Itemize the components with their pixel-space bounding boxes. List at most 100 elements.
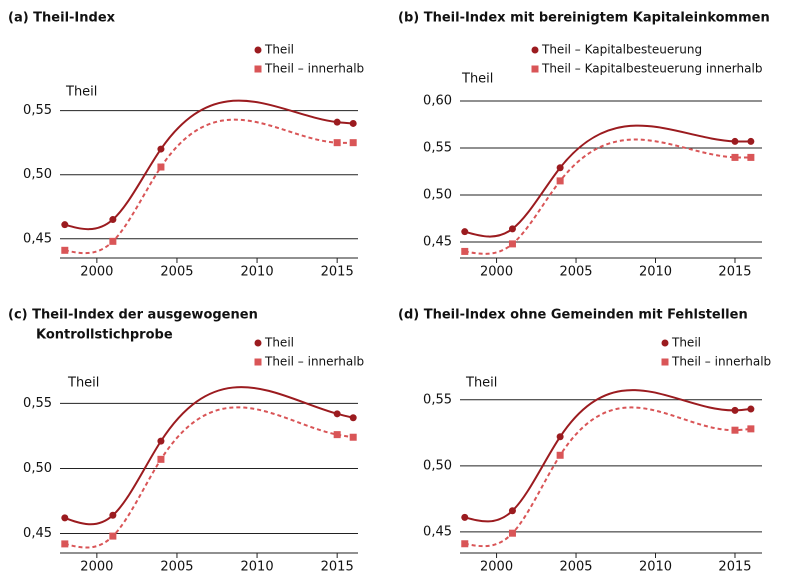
- x-tick-label: 2005: [559, 560, 592, 575]
- legend-label: Theil – innerhalb: [671, 355, 771, 369]
- chart-title: (c) Theil-Index der ausgewogenen: [8, 308, 258, 323]
- x-tick-label: 2000: [480, 560, 513, 575]
- point-marker: [461, 228, 469, 236]
- legend-marker: [254, 358, 262, 366]
- chart-title: (a) Theil-Index: [8, 11, 116, 26]
- point-marker: [333, 431, 341, 439]
- point-marker: [61, 246, 69, 254]
- y-tick-label: 0,55: [23, 103, 52, 118]
- y-axis-label: Theil: [465, 376, 497, 391]
- line-series: [464, 389, 751, 523]
- legend-marker: [254, 339, 262, 347]
- line-series: [464, 124, 751, 238]
- point-marker: [157, 145, 165, 153]
- line-series: [464, 138, 751, 255]
- point-marker: [109, 237, 117, 245]
- line-series: [64, 406, 354, 549]
- point-marker: [508, 225, 516, 233]
- point-marker: [747, 425, 755, 433]
- legend-marker: [254, 46, 262, 54]
- x-tick-label: 2010: [241, 265, 274, 280]
- legend-marker: [254, 65, 262, 73]
- y-tick-label: 0,45: [423, 524, 452, 539]
- x-tick-label: 2000: [80, 560, 113, 575]
- point-marker: [349, 139, 357, 147]
- line-series: [64, 386, 354, 526]
- point-marker: [747, 153, 755, 161]
- y-tick-label: 0,45: [23, 526, 52, 541]
- legend-marker: [531, 65, 539, 73]
- y-tick-label: 0,45: [423, 235, 452, 250]
- legend-label: Theil – innerhalb: [264, 62, 364, 76]
- x-tick-label: 2005: [160, 265, 193, 280]
- legend-label: Theil: [264, 336, 294, 350]
- point-marker: [349, 433, 357, 441]
- point-marker: [731, 137, 739, 145]
- legend-label: Theil – innerhalb: [264, 355, 364, 369]
- point-marker: [109, 532, 117, 540]
- point-marker: [556, 177, 564, 185]
- point-marker: [333, 410, 341, 418]
- y-tick-label: 0,55: [23, 396, 52, 411]
- legend-label: Theil – Kapitalbesteuerung innerhalb: [541, 62, 762, 76]
- point-marker: [508, 240, 516, 248]
- y-tick-label: 0,60: [423, 93, 452, 108]
- y-tick-label: 0,55: [423, 392, 452, 407]
- x-tick-label: 2000: [80, 265, 113, 280]
- point-marker: [508, 507, 516, 515]
- point-marker: [461, 247, 469, 255]
- x-tick-label: 2010: [639, 265, 672, 280]
- x-tick-label: 2010: [241, 560, 274, 575]
- point-marker: [508, 529, 516, 537]
- point-marker: [731, 426, 739, 434]
- point-marker: [157, 163, 165, 171]
- point-marker: [333, 118, 341, 126]
- y-tick-label: 0,50: [423, 188, 452, 203]
- point-marker: [109, 216, 117, 224]
- x-tick-label: 2005: [559, 265, 592, 280]
- point-marker: [61, 540, 69, 548]
- point-marker: [461, 540, 469, 548]
- point-marker: [61, 221, 69, 229]
- y-tick-label: 0,50: [23, 167, 52, 182]
- point-marker: [556, 164, 564, 172]
- x-tick-label: 2010: [639, 560, 672, 575]
- x-tick-label: 2015: [718, 265, 751, 280]
- point-marker: [747, 137, 755, 145]
- point-marker: [731, 153, 739, 161]
- point-marker: [349, 414, 357, 422]
- legend-marker: [661, 358, 669, 366]
- chart-title: (d) Theil-Index ohne Gemeinden mit Fehls…: [398, 308, 748, 323]
- chart-title: (b) Theil-Index mit bereinigtem Kapitale…: [398, 11, 770, 26]
- y-tick-label: 0,50: [423, 458, 452, 473]
- y-axis-label: Theil: [461, 72, 493, 87]
- legend-marker: [531, 46, 539, 54]
- point-marker: [61, 514, 69, 522]
- y-tick-label: 0,50: [23, 461, 52, 476]
- point-marker: [461, 513, 469, 521]
- x-tick-label: 2000: [480, 265, 513, 280]
- point-marker: [556, 433, 564, 441]
- point-marker: [109, 511, 117, 519]
- chart-title: Kontrollstichprobe: [36, 328, 173, 343]
- x-tick-label: 2015: [718, 560, 751, 575]
- point-marker: [747, 405, 755, 413]
- x-tick-label: 2005: [160, 560, 193, 575]
- point-marker: [556, 451, 564, 459]
- point-marker: [157, 455, 165, 463]
- legend-marker: [661, 339, 669, 347]
- point-marker: [157, 437, 165, 445]
- y-axis-label: Theil: [67, 376, 99, 391]
- legend-label: Theil – Kapitalbesteuerung: [541, 43, 702, 57]
- line-series: [464, 406, 751, 548]
- line-series: [64, 99, 354, 231]
- y-tick-label: 0,55: [423, 140, 452, 155]
- line-series: [64, 118, 354, 255]
- point-marker: [349, 119, 357, 127]
- y-axis-label: Theil: [65, 85, 97, 100]
- point-marker: [333, 139, 341, 147]
- x-tick-label: 2015: [321, 560, 354, 575]
- point-marker: [731, 406, 739, 414]
- legend-label: Theil: [264, 43, 294, 57]
